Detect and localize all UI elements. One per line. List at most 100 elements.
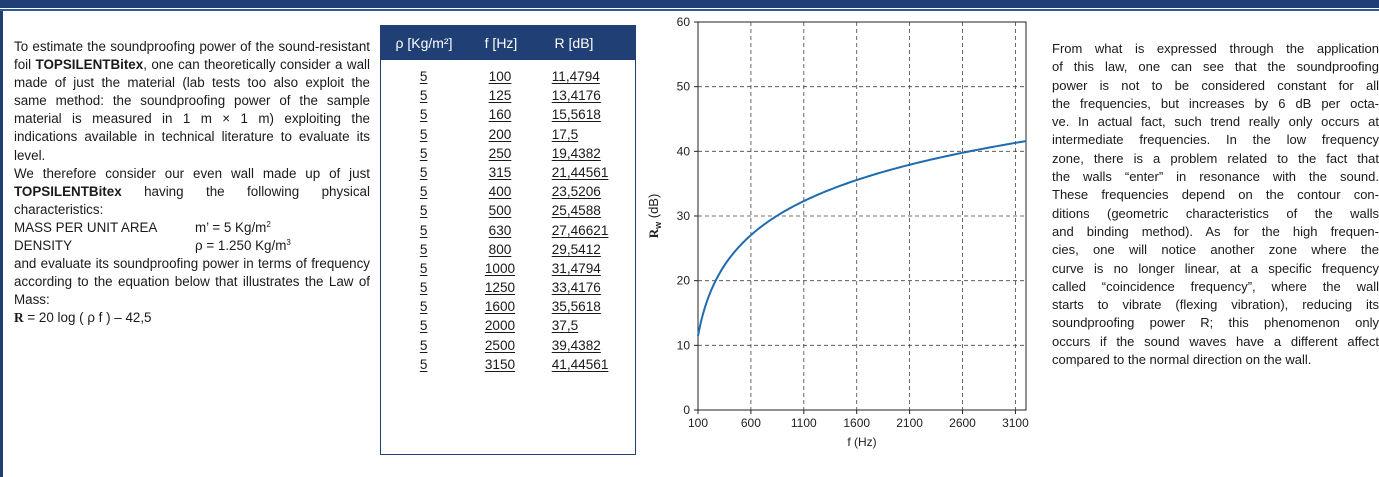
table-row: 5 1250 33,4176 [381, 278, 635, 297]
mass-value: m’ = 5 Kg/m2 [195, 219, 271, 235]
y-tick-label: 20 [677, 274, 691, 288]
cell-density: 5 [419, 203, 428, 219]
cell-frequency: 3150 [484, 356, 516, 372]
cell-r: 33,4176 [551, 280, 601, 296]
table-row: 5 2000 37,5 [381, 316, 635, 335]
cell-r: 39,4382 [551, 337, 601, 353]
explanation-line: starts to vibrate (flexing vibration), r… [1052, 297, 1379, 313]
cell-r: 29,5412 [551, 241, 601, 257]
explanation-line: cies, one will notice another zone where… [1052, 242, 1379, 258]
density-row: DENSITY ρ = 1.250 Kg/m3 [14, 237, 370, 255]
cell-density: 5 [419, 280, 428, 296]
cell-r: 27,46621 [551, 222, 609, 238]
explanation-line: compared to the normal direction on the … [1052, 352, 1312, 368]
y-tick-label: 50 [677, 80, 691, 94]
cell-r: 25,4588 [551, 203, 601, 219]
density-value: ρ = 1.250 Kg/m3 [195, 238, 291, 254]
cell-frequency: 160 [488, 107, 512, 123]
cell-density: 5 [419, 222, 428, 238]
mass-label: MASS PER UNIT AREA [14, 219, 158, 235]
explanation-line: and binding method). As for the high fre… [1052, 223, 1379, 239]
x-tick-label: 1100 [791, 416, 817, 430]
cell-r: 35,5618 [551, 299, 601, 315]
cell-density: 5 [419, 299, 428, 315]
cell-frequency: 800 [488, 241, 512, 257]
x-tick-label: 2600 [949, 416, 976, 430]
table-row: 5 125 13,4176 [381, 86, 635, 105]
intro-paragraph-2: We therefore consider our even wall made… [14, 165, 370, 217]
cell-density: 5 [419, 164, 428, 180]
header-stripe [0, 9, 1379, 11]
cell-frequency: 2500 [484, 337, 516, 353]
cell-density: 5 [419, 260, 428, 276]
y-tick-label: 40 [677, 144, 691, 158]
header-frequency: f [Hz] [484, 35, 518, 51]
cell-density: 5 [419, 318, 428, 334]
cell-frequency: 630 [488, 222, 512, 238]
r-vs-frequency-chart: 100 600 1100 1600 2100 2600 3100 0 10 20 30 40 50 60 f… [646, 15, 1029, 449]
explanation-line: ditions (geometric characteristics of th… [1052, 205, 1379, 221]
cell-frequency: 250 [488, 145, 512, 161]
cell-r: 21,44561 [551, 164, 609, 180]
explanation-line: called “coincidence frequency”, where th… [1052, 278, 1379, 294]
table-row: 5 800 29,5412 [381, 240, 635, 259]
x-tick-label: 600 [741, 416, 761, 430]
cell-frequency: 1000 [484, 260, 516, 276]
header-band [0, 0, 1379, 8]
cell-density: 5 [419, 88, 428, 104]
explanation-line: From what is expressed through the appli… [1052, 41, 1379, 56]
series-line [697, 140, 1027, 336]
mass-law-equation: R = 20 log ( ρ f ) – 42,5 [14, 310, 152, 326]
explanation-line: power is not to be considered constant f… [1052, 77, 1379, 93]
mass-row: MASS PER UNIT AREA m’ = 5 Kg/m2 [14, 219, 370, 237]
cell-frequency: 1600 [484, 299, 516, 315]
table-row: 5 500 25,4588 [381, 201, 635, 220]
cell-density: 5 [419, 145, 428, 161]
cell-frequency: 400 [488, 184, 512, 200]
cell-r: 37,5 [551, 318, 579, 334]
x-tick-label: 100 [688, 416, 708, 430]
y-axis-label-symbol: R [646, 228, 661, 238]
cell-frequency: 125 [488, 88, 512, 104]
table-row: 5 100 11,4794 [381, 67, 635, 86]
y-tick-label: 0 [683, 403, 690, 417]
cell-frequency: 2000 [484, 318, 516, 334]
explanation-line: of this law, one can see that the soundp… [1052, 59, 1379, 75]
cell-r: 31,4794 [551, 260, 601, 276]
x-tick-label: 3100 [1002, 416, 1029, 430]
x-axis-label: f (Hz) [847, 435, 876, 449]
table-row: 5 1600 35,5618 [381, 297, 635, 316]
table-row: 5 630 27,46621 [381, 221, 635, 240]
explanation-line: occurs if the sound waves have a differe… [1052, 333, 1379, 349]
y-axis-label-unit: (dB) [646, 194, 661, 222]
cell-frequency: 1250 [484, 280, 516, 296]
cell-r: 23,5206 [551, 184, 601, 200]
header-density: ρ [Kg/m²] [395, 35, 453, 51]
y-tick-label: 10 [677, 338, 691, 352]
header-r: R [dB] [554, 35, 594, 51]
cell-density: 5 [419, 69, 428, 84]
cell-frequency: 200 [488, 126, 512, 142]
y-tick-label: 30 [677, 209, 691, 223]
data-table: ρ [Kg/m²] f [Hz] R [dB] 5 100 11,4794 5 125 1… [380, 25, 636, 455]
x-tick-label: 2100 [896, 416, 923, 430]
intro-paragraph-3: and evaluate its soundproofing power in … [14, 256, 370, 308]
table-row: 5 1000 31,4794 [381, 259, 635, 278]
table-row: 5 250 19,4382 [381, 144, 635, 163]
y-axis-label-subscript: w [653, 221, 663, 230]
density-label: DENSITY [14, 238, 73, 254]
table-row: 5 315 21,44561 [381, 163, 635, 182]
table-row: 5 3150 41,44561 [381, 355, 635, 374]
cell-r: 15,5618 [551, 107, 601, 123]
table-row: 5 200 17,5 [381, 125, 635, 144]
explanation-line: curve is no longer linear, at a specific… [1052, 260, 1379, 276]
y-tick-label: 60 [677, 15, 691, 29]
cell-r: 41,44561 [551, 356, 609, 372]
cell-frequency: 100 [488, 69, 512, 84]
intro-text: To estimate the soundproofing power of t… [14, 38, 370, 328]
explanation-text: From what is expressed through the appli… [1052, 40, 1379, 369]
explanation-line: soundproofing power R; this phenomenon o… [1052, 315, 1379, 331]
cell-r: 11,4794 [551, 69, 600, 84]
brand-name: TOPSILENTBitex [35, 57, 144, 73]
left-margin-rule [0, 11, 3, 477]
